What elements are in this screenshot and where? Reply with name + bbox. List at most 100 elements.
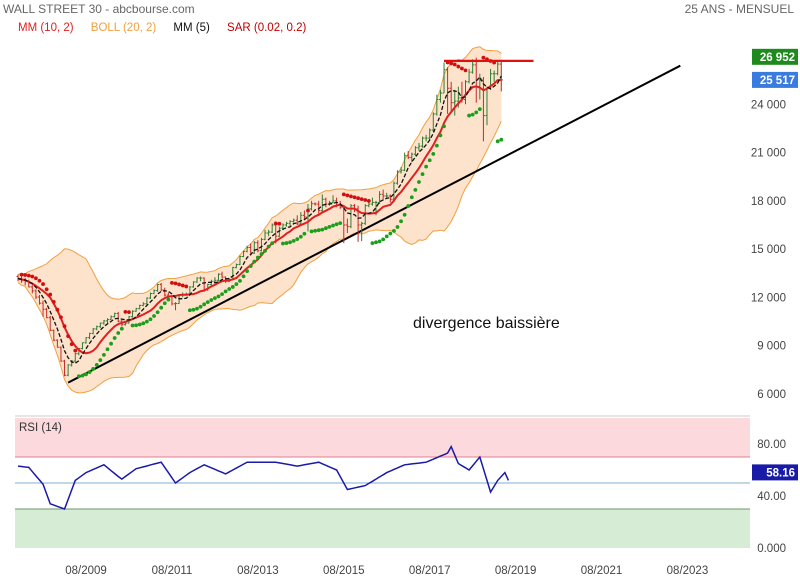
x-tick-label: 08/2011 [152,565,193,577]
sar-dot [266,244,271,249]
ohlc-bar [234,263,238,269]
sar-dot [62,324,67,329]
sar-dot [234,282,239,287]
sar-dot [141,321,146,326]
sar-dot [112,336,117,340]
ohlc-bar [403,152,407,172]
sar-dot [19,272,24,277]
sar-dot [356,196,360,201]
sar-dot [55,307,60,312]
ohlc-bar [216,273,220,282]
sar-dot [30,274,35,279]
y-tick-label: 12 000 [751,292,786,304]
ohlc-bar [270,223,274,234]
ohlc-bar [145,297,149,305]
sar-dot [48,292,53,297]
ohlc-bar [113,312,117,318]
sar-dot [127,310,131,315]
last-price-badge-box [752,48,798,65]
divergence-annotation: divergence baissière [413,315,560,332]
sar-dot [370,241,375,246]
sar-dot [109,341,113,346]
sar-dot [366,198,371,203]
sar-dot [76,374,81,379]
x-tick-label: 08/2019 [495,565,537,577]
sar-dot [409,195,414,200]
sar-dot [119,326,124,331]
chart-title: WALL STREET 30 - abcbourse.com [3,2,195,16]
sar-dot [438,133,443,138]
sar-dot [399,219,403,224]
ohlc-bar [449,81,453,113]
ohlc-bar [267,229,271,237]
ohlc-bar [66,364,70,377]
sar-dot [80,373,85,378]
sar-dot [420,172,425,177]
rsi-value-badge-box [752,464,798,481]
ohlc-bar [213,277,217,283]
sar-dot [467,113,471,118]
sar-dot [449,61,454,66]
sar-dot [395,225,400,229]
ohlc-bar [109,315,113,321]
ohlc-bar [442,62,446,94]
x-tick-label: 08/2021 [581,565,623,577]
x-tick-label: 08/2017 [409,565,451,577]
sar-dot [377,239,382,244]
bollinger-band-fill [18,46,502,393]
sar-dot [130,323,135,328]
sar-dot [102,352,106,357]
ohlc-bar [80,342,84,350]
ohlc-bar [73,352,77,363]
ohlc-bar [163,287,167,297]
sar-dot [255,255,260,260]
ohlc-bar [288,220,292,226]
sar-dot [306,208,310,213]
ohlc-bar [406,150,410,160]
ohlc-bar [292,218,296,223]
ohlc-bar [317,200,321,214]
sar-dot [37,278,42,283]
sar-dot [463,68,468,73]
sar-dot [452,62,457,67]
ohlc-bar [174,302,178,311]
sar-dot [209,298,214,302]
x-tick-label: 08/2009 [65,565,107,577]
legend-mm10: MM (10, 2) [18,22,74,34]
sar-dot [374,240,378,245]
ohlc-bar [313,202,317,206]
ohlc-bar [238,255,242,266]
sar-dot [116,331,121,335]
ohlc-bar [453,89,457,116]
sar-dot [202,302,207,307]
x-tick-label: 08/2023 [667,565,709,577]
last-price-badge: 26 952 [752,48,798,65]
ohlc-bar [116,311,120,323]
sar-dot [205,300,210,304]
sar-dot [152,314,156,318]
ohlc-bar [399,167,403,174]
sar-dot [495,139,500,144]
legend-mm5: MM (5) [173,22,210,34]
ohlc-bar [496,60,500,76]
sar-dot [41,282,45,286]
ohlc-bar [252,241,256,254]
ohlc-bar [263,229,267,241]
sar-dot [481,55,486,60]
sar-dot [191,307,196,312]
sar-dot [51,299,56,304]
rsi-value-badge: 58.16 [752,464,798,481]
sar-dot [359,197,364,201]
sar-dot [241,274,246,279]
ohlc-bar [446,67,450,114]
x-tick-label: 08/2013 [237,565,279,577]
ohlc-bar [342,204,346,244]
sar-dot [302,231,307,236]
ohlc-bar [156,283,160,292]
ohlc-bar [428,128,432,140]
ohlc-bar [191,281,195,288]
sar-dot [384,234,389,239]
sar-dot [94,362,99,367]
ohlc-bar [88,332,92,340]
